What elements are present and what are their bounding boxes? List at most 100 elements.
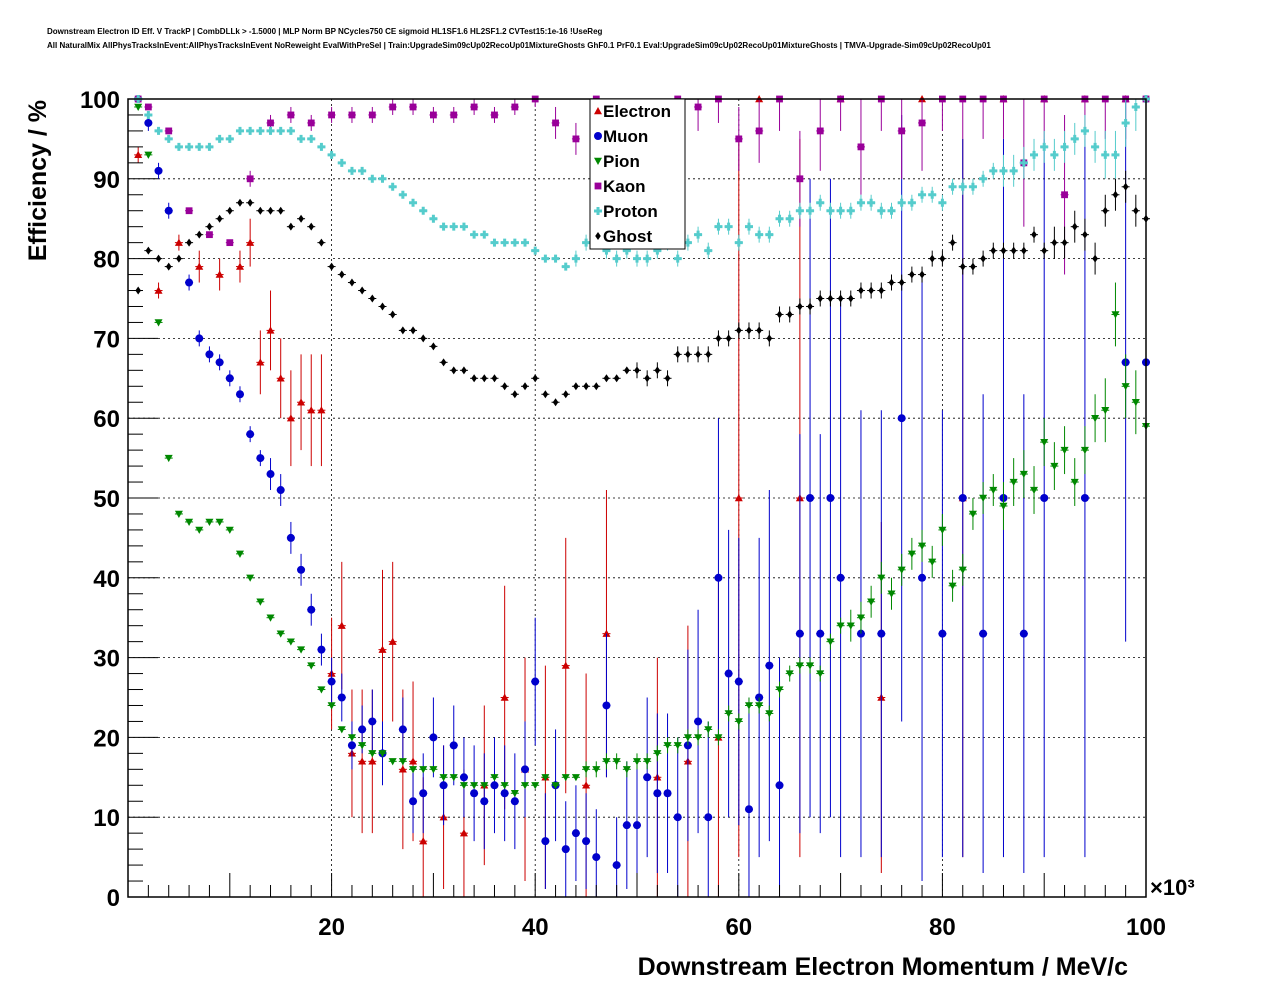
data-point bbox=[1030, 486, 1039, 495]
data-point bbox=[582, 766, 591, 774]
data-point bbox=[165, 127, 173, 135]
data-point bbox=[144, 118, 153, 127]
data-point bbox=[989, 486, 998, 495]
legend-marker-proton bbox=[594, 207, 602, 215]
data-point bbox=[817, 294, 824, 303]
data-point bbox=[674, 350, 681, 359]
data-point bbox=[664, 374, 671, 383]
data-point bbox=[174, 238, 183, 246]
data-point bbox=[980, 254, 986, 263]
data-point bbox=[459, 773, 468, 782]
data-point bbox=[358, 757, 367, 765]
data-point bbox=[887, 590, 896, 598]
data-point bbox=[378, 645, 387, 653]
data-point bbox=[919, 270, 925, 279]
data-point bbox=[398, 190, 407, 199]
data-point bbox=[297, 398, 306, 406]
data-point bbox=[694, 717, 703, 726]
data-point bbox=[734, 677, 743, 686]
data-point bbox=[999, 166, 1008, 175]
data-point bbox=[561, 845, 570, 854]
data-point bbox=[145, 246, 152, 255]
data-point bbox=[409, 198, 418, 207]
data-point bbox=[510, 790, 519, 798]
data-point bbox=[795, 662, 804, 670]
data-point bbox=[602, 701, 611, 710]
data-point bbox=[968, 182, 977, 191]
data-point bbox=[491, 111, 498, 119]
data-point bbox=[368, 111, 376, 119]
data-point bbox=[734, 494, 743, 502]
data-point bbox=[603, 374, 610, 383]
data-point bbox=[653, 750, 662, 758]
data-point bbox=[1051, 238, 1058, 247]
data-point bbox=[878, 286, 885, 295]
data-point bbox=[602, 758, 611, 766]
data-point bbox=[582, 837, 591, 846]
data-point bbox=[531, 677, 540, 686]
data-point bbox=[490, 774, 499, 782]
data-point bbox=[583, 382, 589, 391]
data-point bbox=[816, 670, 825, 678]
data-point bbox=[276, 486, 285, 495]
data-point bbox=[471, 374, 477, 383]
data-point bbox=[694, 230, 703, 239]
data-point bbox=[358, 166, 367, 175]
data-point bbox=[1060, 446, 1069, 455]
data-point bbox=[154, 126, 163, 135]
data-point bbox=[958, 494, 967, 502]
data-point bbox=[378, 174, 387, 183]
data-point bbox=[1102, 206, 1109, 215]
data-point bbox=[327, 702, 336, 710]
data-point bbox=[695, 350, 701, 359]
data-point bbox=[654, 366, 661, 375]
data-point bbox=[216, 214, 223, 223]
data-point bbox=[1121, 118, 1130, 127]
x-tick-label: 20 bbox=[318, 914, 345, 941]
chart-title-line-2: All NaturalMix AllPhysTracksInEvent:AllP… bbox=[47, 41, 991, 50]
data-point bbox=[837, 294, 844, 303]
data-point bbox=[195, 142, 204, 151]
data-point bbox=[368, 717, 377, 726]
data-point bbox=[877, 574, 886, 582]
data-point bbox=[918, 573, 927, 582]
data-point bbox=[410, 326, 416, 335]
data-point bbox=[225, 134, 234, 143]
data-point bbox=[612, 254, 621, 263]
data-point bbox=[705, 350, 712, 359]
data-point bbox=[327, 677, 336, 686]
data-point bbox=[816, 629, 825, 638]
legend-marker-kaon bbox=[594, 182, 602, 190]
data-point bbox=[419, 766, 428, 774]
data-point bbox=[165, 262, 172, 271]
data-point bbox=[134, 150, 143, 159]
data-point bbox=[1131, 102, 1140, 111]
data-point bbox=[328, 262, 335, 271]
data-point bbox=[459, 222, 468, 231]
data-point bbox=[317, 406, 326, 414]
data-point bbox=[1019, 629, 1028, 638]
data-point bbox=[266, 326, 275, 334]
data-point bbox=[1111, 150, 1120, 159]
data-point bbox=[419, 789, 428, 798]
data-point bbox=[542, 390, 549, 399]
data-point bbox=[571, 254, 580, 263]
data-point bbox=[1080, 446, 1089, 455]
legend-label-kaon: Kaon bbox=[603, 177, 646, 196]
data-point bbox=[776, 310, 783, 319]
data-point bbox=[918, 119, 926, 127]
data-point bbox=[644, 374, 650, 383]
data-point bbox=[1040, 438, 1049, 447]
data-point bbox=[368, 757, 377, 765]
data-point bbox=[521, 238, 530, 247]
data-point bbox=[968, 510, 977, 518]
data-point bbox=[612, 861, 621, 870]
data-point bbox=[235, 126, 244, 135]
data-point bbox=[725, 334, 732, 343]
data-point bbox=[500, 789, 509, 798]
data-point bbox=[420, 334, 427, 343]
data-point bbox=[522, 382, 528, 391]
legend-label-ghost: Ghost bbox=[603, 227, 652, 246]
data-point bbox=[928, 558, 937, 566]
legend-box bbox=[589, 98, 686, 250]
